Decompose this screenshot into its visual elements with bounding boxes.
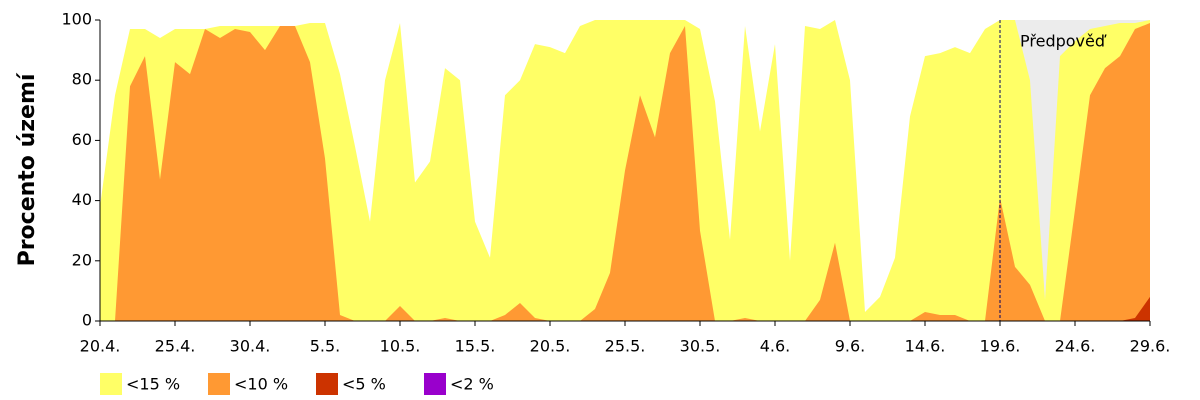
x-tick-label: 30.4.	[230, 337, 271, 356]
x-tick-label: 14.6.	[905, 337, 946, 356]
y-tick-label: 100	[61, 10, 92, 29]
x-tick-label: 25.4.	[155, 337, 196, 356]
x-tick-label: 25.5.	[605, 337, 646, 356]
annotation: Předpověď	[1020, 32, 1107, 51]
x-tick-label: 5.5.	[310, 337, 341, 356]
legend-swatch	[316, 373, 338, 395]
y-tick-label: 40	[72, 190, 92, 209]
y-axis-label: Procento území	[15, 72, 40, 266]
x-tick-label: 29.6.	[1130, 337, 1171, 356]
y-tick-label: 60	[72, 130, 92, 149]
legend-swatch	[424, 373, 446, 395]
area	[100, 23, 1150, 321]
legend-swatch	[100, 373, 122, 395]
legend-label: <10 %	[234, 375, 288, 394]
legend-label: <15 %	[126, 375, 180, 394]
x-tick-label: 19.6.	[980, 337, 1021, 356]
legend-label: <5 %	[342, 375, 386, 394]
x-tick-label: 20.4.	[80, 337, 121, 356]
legend-label: <2 %	[450, 375, 494, 394]
x-tick-label: 10.5.	[380, 337, 421, 356]
y-tick-label: 80	[72, 70, 92, 89]
y-tick-label: 0	[82, 311, 92, 330]
x-tick-label: 30.5.	[680, 337, 721, 356]
y-tick-label: 20	[72, 250, 92, 269]
x-tick-label: 15.5.	[455, 337, 496, 356]
x-tick-label: 20.5.	[530, 337, 571, 356]
x-tick-label: 9.6.	[835, 337, 866, 356]
x-tick-label: 24.6.	[1055, 337, 1096, 356]
legend-swatch	[208, 373, 230, 395]
x-tick-label: 4.6.	[760, 337, 791, 356]
